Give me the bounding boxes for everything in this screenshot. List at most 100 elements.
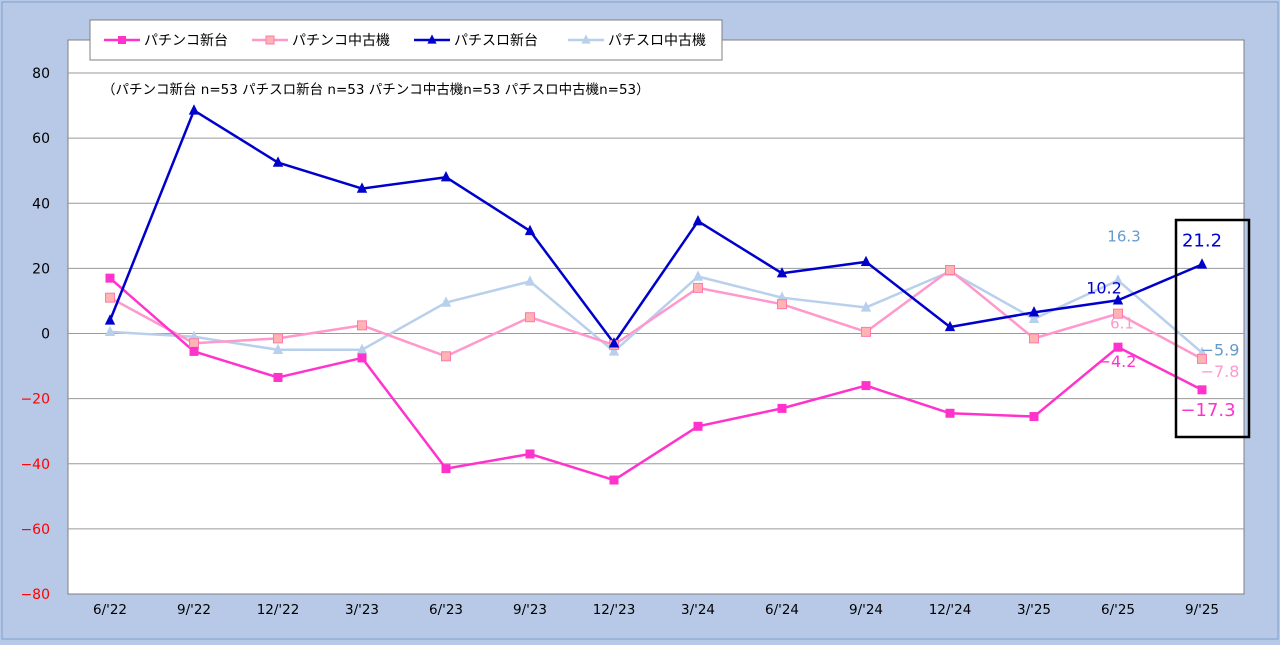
marker-pachinko-used [265,35,275,45]
data-labels: 21.2 10.2 16.3 −5.9 6.1 −7.8 −4.2 −17.3 [1086,227,1239,420]
marker-pachislot-new [104,314,116,325]
y-tick-label: 0 [41,327,50,343]
marker-pachinko-new [777,403,787,413]
marker-pachislot-new [860,255,872,267]
marker-pachislot-new [524,224,536,236]
marker-pachislot-new [1112,294,1124,305]
marker-pachislot-new [692,214,704,226]
x-tick-label: 3/'24 [681,602,715,618]
legend-label: パチスロ新台 [454,33,538,49]
marker-pachinko-new [1113,342,1123,352]
marker-pachislot-used [581,34,591,44]
marker-pachinko-used [693,282,703,293]
marker-pachinko-used [1029,333,1039,344]
marker-pachinko-new [1029,412,1039,422]
x-tick-label: 9/'25 [1185,602,1219,618]
series-line-pachislot-new [108,109,1203,345]
y-tick-label: 20 [32,261,50,277]
marker-pachislot-new [1028,306,1040,317]
data-label: −7.8 [1201,362,1240,381]
marker-pachislot-used [104,325,116,337]
data-label: −17.3 [1180,400,1235,421]
marker-pachinko-used [861,326,871,337]
x-tick-label: 6/'24 [765,602,799,618]
marker-pachinko-used [1197,353,1207,364]
marker-pachislot-used [608,345,620,356]
x-tick-label: 12/'22 [257,602,300,618]
x-tick-label: 6/'22 [93,602,127,618]
y-axis: 80 60 40 20 0 −20 −40 −60 −80 [20,66,50,603]
marker-pachinko-new [609,475,619,485]
y-tick-label: 60 [32,131,50,147]
marker-pachinko-new [861,381,871,391]
x-tick-label: 9/'22 [177,602,211,618]
marker-pachinko-new [105,273,115,283]
data-label: 6.1 [1110,315,1134,333]
marker-pachinko-used [441,351,451,362]
y-tick-label: −40 [20,457,50,473]
marker-pachislot-used [524,275,536,286]
data-label: −5.9 [1201,341,1240,360]
x-axis: 6/'22 9/'22 12/'22 3/'23 6/'23 9/'23 12/'23 3/'… [93,602,1219,618]
marker-pachislot-new [440,171,452,182]
x-tick-label: 9/'23 [513,602,547,618]
series-line-pachislot-used [109,270,1203,354]
marker-pachinko-new [693,421,703,431]
marker-pachinko-used [777,299,787,310]
marker-pachinko-used [273,333,283,344]
x-tick-label: 12/'23 [593,602,636,618]
y-tick-label: −60 [20,522,50,538]
x-tick-label: 9/'24 [849,602,883,618]
sample-size-note: （パチンコ新台 n=53 パチスロ新台 n=53 パチンコ中古機n=53 パチス… [102,82,650,98]
marker-pachinko-used [525,312,535,323]
marker-pachinko-new [273,372,283,382]
marker-pachislot-new [608,337,620,348]
x-tick-label: 3/'23 [345,602,379,618]
marker-pachislot-new [1196,258,1208,269]
legend: パチンコ新台 パチンコ中古機 パチスロ新台 パチスロ中古機 [89,19,723,61]
y-tick-label: 80 [32,66,50,82]
marker-pachislot-used [440,296,452,307]
marker-pachinko-new [525,449,535,459]
y-tick-label: 40 [32,196,50,212]
marker-pachinko-used [189,338,199,349]
series-markers [104,104,1208,485]
marker-pachinko-used [945,265,955,276]
legend-box [89,19,723,61]
marker-pachislot-used [272,343,284,354]
series-line-pachinko-used [109,268,1203,360]
marker-pachislot-new [944,320,956,332]
marker-pachislot-new [272,156,284,167]
data-label: 21.2 [1182,230,1222,251]
data-label: 16.3 [1107,227,1140,245]
x-tick-label: 3/'25 [1017,602,1051,618]
series-lines [108,109,1203,482]
legend-label: パチンコ中古機 [292,33,390,49]
y-tick-label: −80 [20,587,50,603]
marker-pachinko-used [357,320,367,331]
marker-pachislot-used [692,270,704,281]
marker-pachinko-new [118,36,126,44]
marker-pachinko-new [1197,385,1207,395]
marker-pachislot-new [188,104,200,115]
highlight-box [1174,218,1251,439]
marker-pachinko-new [945,408,955,418]
x-tick-label: 6/'23 [429,602,463,618]
legend-label: パチンコ新台 [144,33,228,49]
marker-pachinko-new [189,346,199,356]
legend-label: パチスロ中古機 [608,33,706,49]
marker-pachislot-new [776,267,788,278]
marker-pachinko-used [105,292,115,303]
marker-pachislot-new [427,34,437,44]
marker-pachislot-used [1112,274,1124,285]
x-tick-label: 12/'24 [929,602,972,618]
marker-pachislot-new [356,182,368,193]
marker-pachislot-used [860,301,872,312]
marker-pachislot-used [356,343,368,354]
marker-pachinko-used [1113,308,1123,319]
marker-pachinko-new [357,353,367,363]
data-label: 10.2 [1086,278,1122,297]
y-tick-label: −20 [20,392,50,408]
marker-pachislot-used [1028,312,1040,324]
